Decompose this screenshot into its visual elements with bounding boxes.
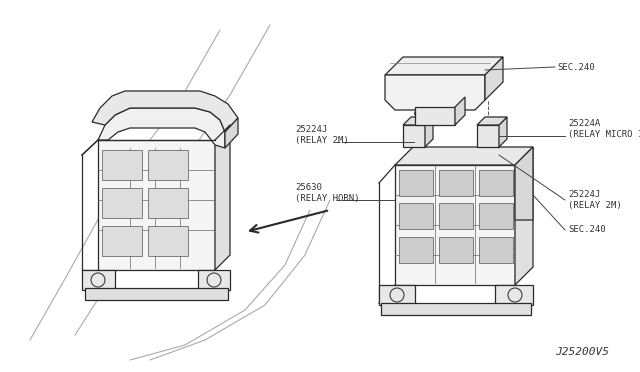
Polygon shape xyxy=(399,170,433,196)
Text: 25224J
(RELAY 2M): 25224J (RELAY 2M) xyxy=(568,190,621,210)
Polygon shape xyxy=(485,57,503,100)
Polygon shape xyxy=(515,147,533,220)
Polygon shape xyxy=(215,125,230,270)
Polygon shape xyxy=(102,150,142,180)
Polygon shape xyxy=(439,237,473,263)
Polygon shape xyxy=(381,303,531,315)
Polygon shape xyxy=(495,285,533,305)
Polygon shape xyxy=(379,285,415,305)
Polygon shape xyxy=(499,117,507,147)
Polygon shape xyxy=(399,237,433,263)
Polygon shape xyxy=(439,203,473,229)
Polygon shape xyxy=(148,150,188,180)
Polygon shape xyxy=(395,147,533,165)
Polygon shape xyxy=(515,147,533,285)
Polygon shape xyxy=(148,188,188,218)
Polygon shape xyxy=(403,125,425,147)
Polygon shape xyxy=(479,237,513,263)
Polygon shape xyxy=(477,117,507,125)
Polygon shape xyxy=(198,270,230,290)
Polygon shape xyxy=(82,270,115,290)
Text: 25224A
(RELAY MICRO 1M): 25224A (RELAY MICRO 1M) xyxy=(568,119,640,139)
Polygon shape xyxy=(395,165,515,285)
Text: J25200V5: J25200V5 xyxy=(555,347,609,357)
Polygon shape xyxy=(225,118,238,148)
Polygon shape xyxy=(385,57,503,75)
Polygon shape xyxy=(415,107,455,125)
Polygon shape xyxy=(148,226,188,256)
Polygon shape xyxy=(98,140,215,270)
Polygon shape xyxy=(425,117,433,147)
Text: 25630
(RELAY HORN): 25630 (RELAY HORN) xyxy=(295,183,360,203)
Polygon shape xyxy=(403,117,433,125)
Polygon shape xyxy=(102,226,142,256)
Polygon shape xyxy=(102,188,142,218)
Text: SEC.240: SEC.240 xyxy=(557,62,595,71)
Polygon shape xyxy=(399,203,433,229)
Polygon shape xyxy=(479,170,513,196)
Polygon shape xyxy=(455,97,465,125)
Text: SEC.240: SEC.240 xyxy=(568,225,605,234)
Polygon shape xyxy=(385,75,485,110)
Text: 25224J
(RELAY 2M): 25224J (RELAY 2M) xyxy=(295,125,349,145)
Polygon shape xyxy=(92,91,238,132)
Polygon shape xyxy=(439,170,473,196)
Polygon shape xyxy=(477,125,499,147)
Polygon shape xyxy=(98,108,225,148)
Polygon shape xyxy=(479,203,513,229)
Polygon shape xyxy=(85,288,228,300)
